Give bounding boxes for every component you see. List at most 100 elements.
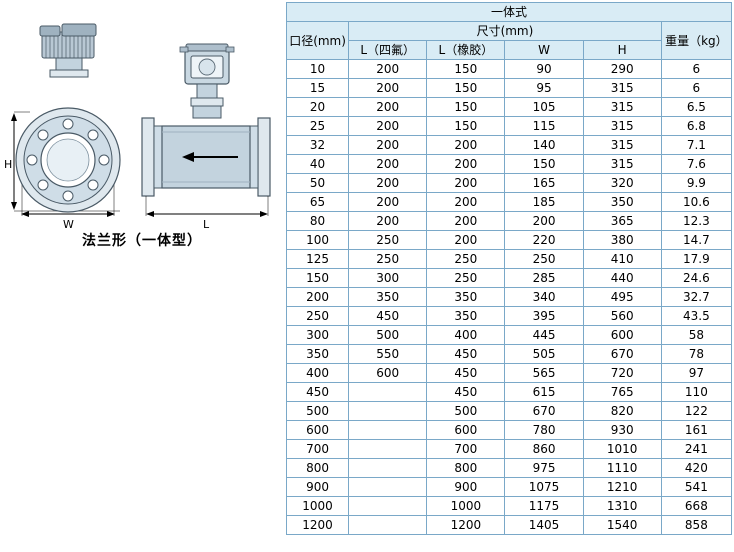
- cell-l-rubber: 450: [426, 363, 506, 383]
- cell-l-rubber: 150: [426, 78, 506, 98]
- dimension-label-l: L: [203, 218, 210, 231]
- cell-l-ptfe: 200: [348, 116, 428, 136]
- cell-h: 410: [582, 249, 662, 269]
- cell-l-rubber: 200: [426, 154, 506, 174]
- table-row: 600 600 780 930 161: [285, 420, 733, 440]
- table-row: 500 500 670 820 122: [285, 401, 733, 421]
- table-row: 200 350 350 340 495 32.7: [285, 287, 733, 307]
- cell-l-rubber: 150: [426, 97, 506, 117]
- cell-weight: 58: [660, 325, 733, 345]
- product-illustration: H W: [0, 0, 284, 552]
- cell-dn: 32: [285, 135, 350, 155]
- table-row: 300 500 400 445 600 58: [285, 325, 733, 345]
- cell-w: 565: [504, 363, 584, 383]
- cell-l-rubber: 200: [426, 192, 506, 212]
- cell-l-ptfe: 200: [348, 154, 428, 174]
- cell-l-ptfe: [348, 458, 428, 478]
- cell-l-ptfe: 200: [348, 59, 428, 79]
- cell-weight: 43.5: [660, 306, 733, 326]
- cell-weight: 10.6: [660, 192, 733, 212]
- cell-l-rubber: 350: [426, 306, 506, 326]
- cell-h: 315: [582, 78, 662, 98]
- cell-h: 670: [582, 344, 662, 364]
- header-h: H: [582, 40, 662, 60]
- cell-dn: 10: [285, 59, 350, 79]
- cell-w: 395: [504, 306, 584, 326]
- cell-weight: 6: [660, 59, 733, 79]
- table-row: 15 200 150 95 315 6: [285, 78, 733, 98]
- cell-h: 1210: [582, 477, 662, 497]
- cell-l-ptfe: 250: [348, 230, 428, 250]
- table-row: 900 900 1075 1210 541: [285, 477, 733, 497]
- header-l-ptfe: L（四氟）: [348, 40, 428, 60]
- cell-l-rubber: 150: [426, 116, 506, 136]
- cell-dn: 100: [285, 230, 350, 250]
- header-weight: 重量（kg）: [660, 21, 733, 60]
- cell-w: 165: [504, 173, 584, 193]
- cell-weight: 7.1: [660, 135, 733, 155]
- spec-table-body: 10 200 150 90 290 6 15 200 150 95 315 6 20 200 150 105 3…: [285, 59, 733, 535]
- cell-w: 200: [504, 211, 584, 231]
- cell-weight: 858: [660, 515, 733, 535]
- table-row: 1200 1200 1405 1540 858: [285, 515, 733, 535]
- cell-w: 140: [504, 135, 584, 155]
- cell-dn: 1200: [285, 515, 350, 535]
- cell-weight: 420: [660, 458, 733, 478]
- cell-w: 150: [504, 154, 584, 174]
- cell-l-ptfe: [348, 420, 428, 440]
- cell-h: 560: [582, 306, 662, 326]
- cell-l-ptfe: 200: [348, 211, 428, 231]
- cell-dn: 250: [285, 306, 350, 326]
- table-row: 1000 1000 1175 1310 668: [285, 496, 733, 516]
- table-row: 450 450 615 765 110: [285, 382, 733, 402]
- cell-w: 105: [504, 97, 584, 117]
- header-w: W: [504, 40, 584, 60]
- cell-l-ptfe: 350: [348, 287, 428, 307]
- cell-l-ptfe: 300: [348, 268, 428, 288]
- cell-h: 930: [582, 420, 662, 440]
- cell-w: 340: [504, 287, 584, 307]
- cell-h: 365: [582, 211, 662, 231]
- cell-l-ptfe: [348, 515, 428, 535]
- cell-weight: 24.6: [660, 268, 733, 288]
- cell-l-ptfe: [348, 439, 428, 459]
- cell-weight: 12.3: [660, 211, 733, 231]
- cell-dn: 350: [285, 344, 350, 364]
- cell-dn: 40: [285, 154, 350, 174]
- cell-l-rubber: 200: [426, 135, 506, 155]
- cell-weight: 541: [660, 477, 733, 497]
- cell-dn: 20: [285, 97, 350, 117]
- cell-l-ptfe: 200: [348, 97, 428, 117]
- header-size-group: 尺寸(mm): [348, 21, 662, 41]
- cell-weight: 6.8: [660, 116, 733, 136]
- cell-l-ptfe: [348, 401, 428, 421]
- cell-l-ptfe: 500: [348, 325, 428, 345]
- cell-w: 220: [504, 230, 584, 250]
- cell-h: 315: [582, 97, 662, 117]
- cell-w: 975: [504, 458, 584, 478]
- cell-h: 1010: [582, 439, 662, 459]
- cell-dn: 600: [285, 420, 350, 440]
- cell-weight: 161: [660, 420, 733, 440]
- cell-w: 445: [504, 325, 584, 345]
- cell-w: 95: [504, 78, 584, 98]
- table-row: 80 200 200 200 365 12.3: [285, 211, 733, 231]
- cell-w: 1075: [504, 477, 584, 497]
- table-row: 250 450 350 395 560 43.5: [285, 306, 733, 326]
- cell-l-ptfe: 250: [348, 249, 428, 269]
- dimension-label-h: H: [4, 158, 12, 171]
- cell-weight: 32.7: [660, 287, 733, 307]
- cell-w: 780: [504, 420, 584, 440]
- table-row: 700 700 860 1010 241: [285, 439, 733, 459]
- table-row: 50 200 200 165 320 9.9: [285, 173, 733, 193]
- header-l-rubber: L（橡胶）: [426, 40, 506, 60]
- cell-h: 440: [582, 268, 662, 288]
- cell-h: 720: [582, 363, 662, 383]
- cell-dn: 800: [285, 458, 350, 478]
- cell-w: 1405: [504, 515, 584, 535]
- cell-dn: 400: [285, 363, 350, 383]
- cell-dn: 450: [285, 382, 350, 402]
- cell-l-ptfe: 450: [348, 306, 428, 326]
- cell-weight: 241: [660, 439, 733, 459]
